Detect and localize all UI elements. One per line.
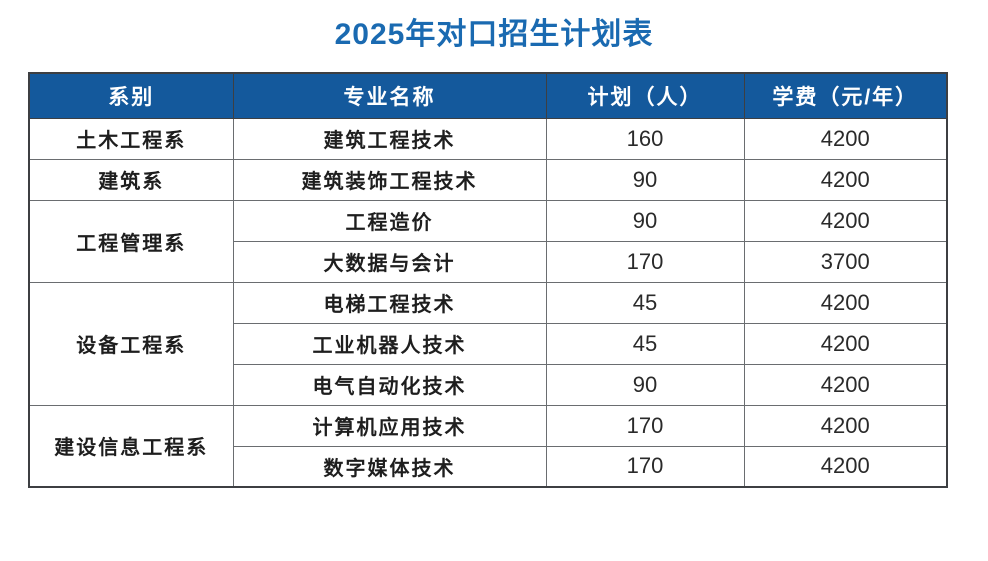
tuition-cell: 4200	[743, 445, 948, 488]
table-row: 大数据与会计 170 3700	[29, 240, 948, 283]
department-cell: 建设信息工程系	[28, 404, 234, 488]
tuition-cell: 4200	[743, 117, 948, 160]
major-cell: 电气自动化技术	[232, 363, 547, 406]
table-body: 土木工程系 建筑工程技术 160 4200 建筑系 建筑装饰工程技术 90 4200 工程管理系…	[28, 117, 948, 488]
enrollment-plan-table: 系别 专业名称 计划（人） 学费（元/年） 土木工程系 建筑工程技术 160 4200…	[28, 72, 948, 488]
plan-cell: 45	[545, 322, 745, 365]
table-row: 工程管理系 工程造价 90 4200	[28, 199, 948, 283]
enrollment-plan-poster: 2025年对口招生计划表 系别 专业名称 计划（人） 学费（元/年） 土木工程系…	[0, 16, 988, 488]
major-cell: 工业机器人技术	[232, 322, 547, 365]
major-cell: 建筑装饰工程技术	[232, 158, 547, 201]
tuition-cell: 4200	[743, 322, 948, 365]
table-row: 电气自动化技术 90 4200	[29, 363, 948, 406]
major-cell: 大数据与会计	[232, 240, 547, 283]
tuition-cell: 4200	[743, 158, 948, 201]
plan-cell: 160	[545, 117, 745, 160]
major-cell: 计算机应用技术	[232, 404, 547, 447]
table-header: 系别 专业名称 计划（人） 学费（元/年）	[28, 72, 948, 119]
plan-cell: 170	[545, 445, 745, 488]
table-row: 土木工程系 建筑工程技术 160 4200	[28, 117, 948, 160]
tuition-cell: 4200	[743, 404, 948, 447]
table-row: 设备工程系 电梯工程技术 45 4200	[28, 281, 948, 406]
plan-cell: 170	[545, 404, 745, 447]
major-cell: 建筑工程技术	[232, 117, 547, 160]
table-row: 建设信息工程系 计算机应用技术 170 4200	[28, 404, 948, 488]
header-department: 系别	[28, 72, 234, 119]
header-plan: 计划（人）	[545, 72, 745, 119]
department-cell: 工程管理系	[28, 199, 234, 283]
major-cell: 工程造价	[232, 199, 547, 242]
header-tuition: 学费（元/年）	[743, 72, 948, 119]
page-title: 2025年对口招生计划表	[334, 18, 654, 51]
table-row: 数字媒体技术 170 4200	[29, 445, 948, 488]
plan-cell: 90	[545, 199, 745, 242]
tuition-cell: 4200	[743, 281, 948, 324]
plan-cell: 45	[545, 281, 745, 324]
department-cell: 设备工程系	[28, 281, 234, 406]
header-row: 系别 专业名称 计划（人） 学费（元/年）	[28, 72, 948, 119]
tuition-cell: 4200	[743, 199, 948, 242]
plan-cell: 90	[545, 158, 745, 201]
department-cell: 建筑系	[28, 158, 234, 201]
department-cell: 土木工程系	[28, 117, 234, 160]
tuition-cell: 3700	[743, 240, 948, 283]
header-major: 专业名称	[232, 72, 547, 119]
table-row: 工业机器人技术 45 4200	[29, 322, 948, 365]
major-cell: 电梯工程技术	[232, 281, 547, 324]
plan-cell: 90	[545, 363, 745, 406]
tuition-cell: 4200	[743, 363, 948, 406]
table-row: 建筑系 建筑装饰工程技术 90 4200	[28, 158, 948, 201]
major-cell: 数字媒体技术	[232, 445, 547, 488]
plan-cell: 170	[545, 240, 745, 283]
